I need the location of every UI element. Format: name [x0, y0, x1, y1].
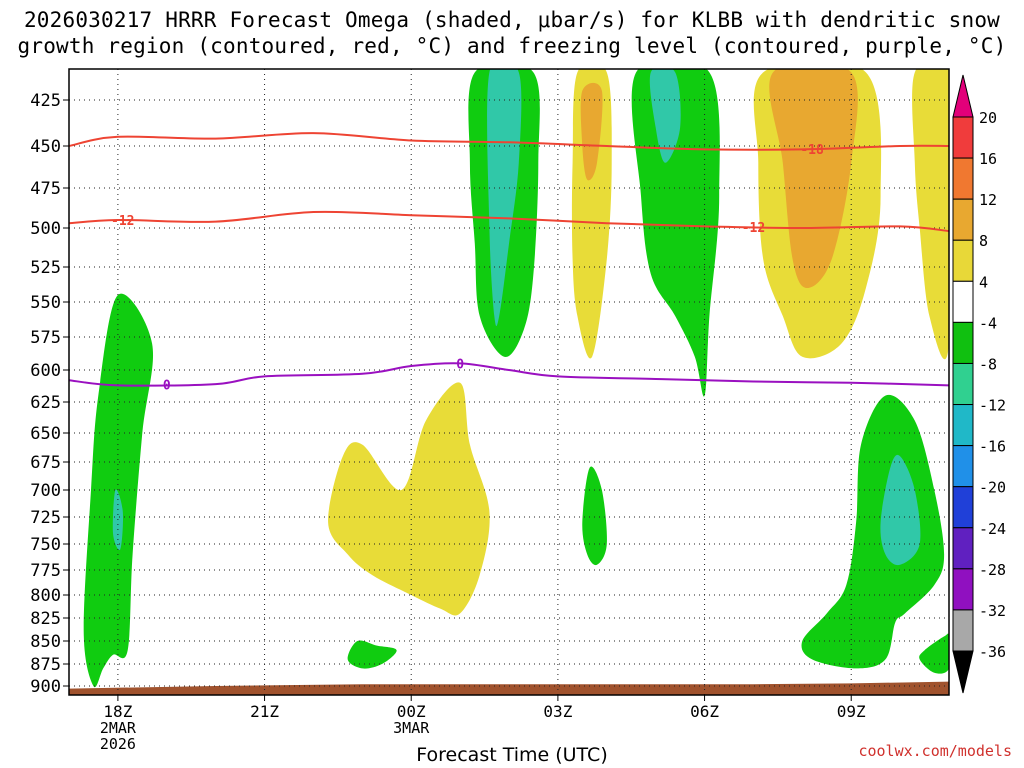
colorbar-segment-2 — [952, 198, 974, 241]
dgz-lower-label-1: -12 — [742, 221, 765, 236]
omega-region-14 — [801, 394, 945, 669]
colorbar-segment-0 — [952, 116, 974, 159]
y-tick-label-900: 900 — [30, 677, 61, 697]
omega-region-8 — [582, 466, 607, 566]
x-tick-label-00Z: 00Z — [397, 702, 426, 721]
dgz-lower-label-0: -12 — [111, 214, 134, 229]
omega-region-7 — [580, 82, 603, 181]
colorbar-segment-10 — [952, 527, 974, 570]
colorbar-segment-7 — [952, 404, 974, 447]
y-tick-label-775: 775 — [30, 561, 61, 581]
omega-region-0 — [83, 293, 154, 688]
credit-text: coolwx.com/models — [858, 742, 1012, 760]
omega-region-10 — [649, 69, 681, 163]
axes-layer: 425 450 475 500 525 550 575 600 625 650 675 700 725 7… — [30, 68, 950, 753]
y-tick-label-475: 475 — [30, 179, 61, 199]
x-axis-label: Forecast Time (UTC) — [416, 744, 608, 766]
y-tick-label-750: 750 — [30, 535, 61, 555]
colorbar-segment-9 — [952, 486, 974, 529]
colorbar-segment-3 — [952, 239, 974, 282]
y-tick-label-575: 575 — [30, 328, 61, 348]
colorbar-segment-8 — [952, 445, 974, 488]
colorbar-label--20: -20 — [979, 479, 1006, 497]
chart-title-line1: 2026030217 HRRR Forecast Omega (shaded, … — [23, 8, 1001, 32]
chart-title-line2: growth region (contoured, red, °C) and f… — [17, 34, 1007, 58]
y-tick-label-550: 550 — [30, 293, 61, 313]
x-tick-label-21Z: 21Z — [250, 702, 279, 721]
freezing-level-label-1: 0 — [456, 357, 464, 372]
colorbar-segment-6 — [952, 362, 974, 406]
y-tick-label-875: 875 — [30, 655, 61, 675]
colorbar-top-arrow — [952, 74, 974, 118]
y-tick-label-825: 825 — [30, 609, 61, 629]
terrain-surface — [69, 681, 949, 695]
omega-region-3 — [347, 640, 397, 669]
colorbar-label--4: -4 — [979, 314, 997, 332]
dgz-upper-label-0: -18 — [800, 143, 824, 158]
omega-region-16 — [919, 633, 949, 674]
colorbar-label--16: -16 — [979, 438, 1006, 456]
colorbar-label-12: 12 — [979, 191, 997, 209]
y-tick-label-650: 650 — [30, 424, 61, 444]
y-tick-label-850: 850 — [30, 632, 61, 652]
colorbar-segment-11 — [952, 568, 974, 611]
y-tick-label-525: 525 — [30, 258, 61, 278]
colorbar-segment-12 — [952, 609, 974, 652]
x-tick-label-18Z: 18Z — [103, 702, 132, 721]
plot-frame — [68, 68, 950, 696]
colorbar-label--24: -24 — [979, 520, 1006, 538]
x-tick-label-06Z: 06Z — [690, 702, 719, 721]
dgz-upper-contour — [69, 132, 949, 151]
y-tick-label-625: 625 — [30, 393, 61, 413]
colorbar: 20 16 12 8 4 -4 -8 -12 -16 -20 -24 -28 -32 -36 — [952, 74, 1006, 694]
y-tick-label-450: 450 — [30, 137, 61, 157]
colorbar-label-8: 8 — [979, 232, 988, 250]
omega-region-15 — [880, 454, 921, 566]
colorbar-label--8: -8 — [979, 355, 997, 373]
colorbar-label--32: -32 — [979, 602, 1006, 620]
omega-region-2 — [328, 382, 490, 616]
freezing-level-label-0: 0 — [163, 379, 171, 394]
y-tick-label-500: 500 — [30, 219, 61, 239]
dgz-lower-contour — [69, 210, 949, 233]
grid-layer — [69, 69, 949, 695]
y-tick-label-600: 600 — [30, 361, 61, 381]
colorbar-segment-5 — [952, 321, 974, 364]
y-tick-label-700: 700 — [30, 481, 61, 501]
x-tick-sublabel-2MAR: 2MAR — [100, 719, 137, 737]
colorbar-label-20: 20 — [979, 109, 997, 127]
x-tick-label-03Z: 03Z — [543, 702, 572, 721]
omega-region-13 — [912, 69, 949, 360]
contour-layer: -18 -12 -12 0 0 — [69, 132, 949, 394]
y-tick-label-675: 675 — [30, 453, 61, 473]
y-tick-label-425: 425 — [30, 91, 61, 111]
x-tick-label-09Z: 09Z — [837, 702, 866, 721]
colorbar-label--12: -12 — [979, 397, 1006, 415]
colorbar-label--36: -36 — [979, 643, 1006, 661]
colorbar-segment-4 — [952, 280, 974, 323]
omega-region-9 — [631, 69, 720, 397]
omega-region-12 — [769, 69, 858, 288]
freezing-level-contour — [69, 362, 949, 387]
y-tick-label-725: 725 — [30, 508, 61, 528]
colorbar-label-4: 4 — [979, 273, 988, 291]
x-tick-sublabel-3MAR: 3MAR — [393, 719, 430, 737]
y-tick-label-800: 800 — [30, 586, 61, 606]
terrain-layer — [69, 681, 949, 695]
omega-region-6 — [571, 69, 612, 359]
colorbar-bottom-arrow — [952, 650, 974, 694]
omega-region-5 — [487, 69, 522, 327]
colorbar-segment-1 — [952, 157, 974, 200]
colorbar-label-16: 16 — [979, 150, 997, 168]
colorbar-label--28: -28 — [979, 561, 1006, 579]
x-tick-sublabel-2026: 2026 — [100, 735, 136, 753]
